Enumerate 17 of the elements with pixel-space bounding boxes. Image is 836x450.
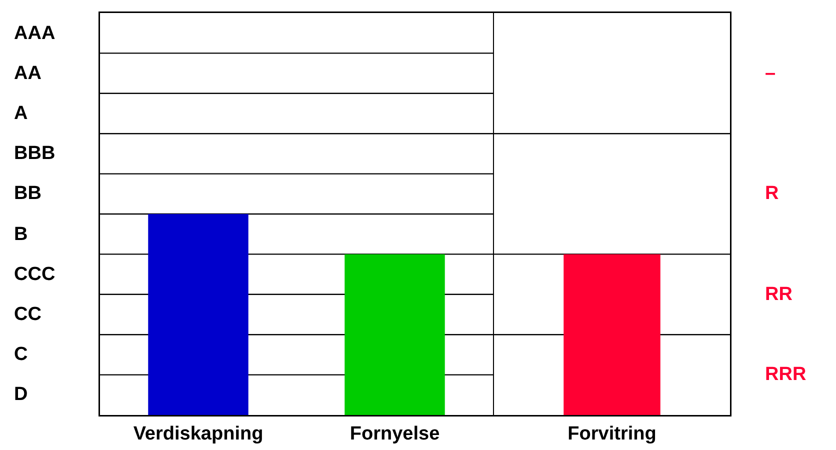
text: AA bbox=[14, 63, 42, 84]
text: CC bbox=[14, 304, 42, 325]
text: A bbox=[14, 103, 28, 124]
text: BBB bbox=[14, 143, 56, 164]
text: – bbox=[765, 63, 776, 84]
x-tick-label: Verdiskapning bbox=[133, 423, 264, 444]
x-tick-label: Fornyelse bbox=[350, 423, 440, 444]
text: AAA bbox=[14, 23, 56, 44]
text: BB bbox=[14, 183, 42, 204]
text: R bbox=[765, 183, 779, 204]
x-tick-label: Forvitring bbox=[568, 423, 656, 444]
text: RRR bbox=[765, 364, 806, 385]
text: B bbox=[14, 224, 28, 245]
text: C bbox=[14, 344, 28, 365]
text: D bbox=[14, 384, 28, 405]
text: RR bbox=[765, 284, 793, 305]
text: CCC bbox=[14, 264, 56, 285]
